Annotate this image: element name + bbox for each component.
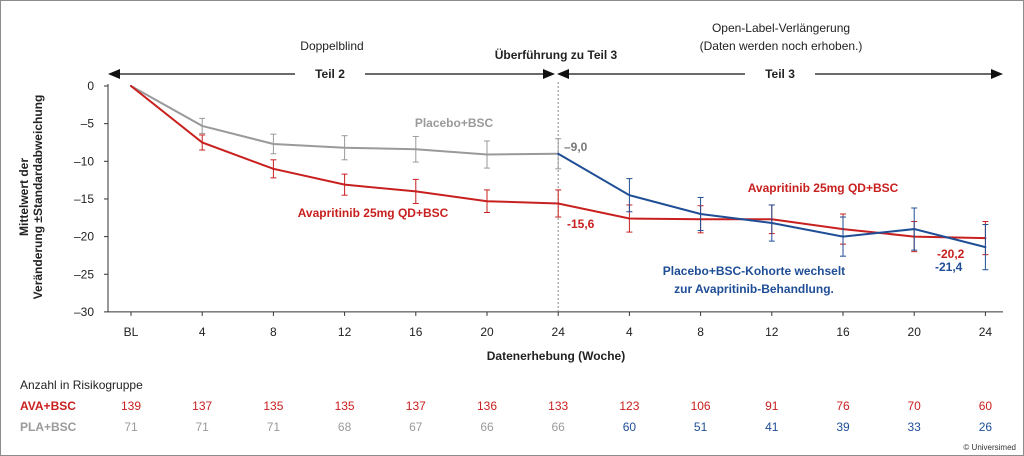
x-tick-label: 8: [697, 325, 704, 339]
risk-cell: 133: [548, 399, 569, 413]
part3-arrowhead-right: [991, 69, 1003, 79]
risk-cell: 137: [192, 399, 213, 413]
data-point: [770, 222, 773, 225]
x-tick-label: 16: [836, 325, 850, 339]
data-point: [628, 217, 631, 220]
data-point: [842, 235, 844, 238]
x-tick-label: 20: [480, 325, 494, 339]
data-point: [414, 148, 417, 151]
x-tick-label: 4: [199, 325, 206, 339]
y-tick-label: 0: [87, 79, 94, 93]
label-placebo-cohort-line2: zur Avapritinib-Behandlung.: [674, 282, 834, 296]
part3-label: Teil 3: [765, 67, 795, 81]
data-point: [343, 183, 346, 186]
risk-cell: 71: [195, 420, 209, 434]
risk-cell: 70: [907, 399, 921, 413]
risk-row-label: PLA+BSC: [20, 420, 77, 434]
risk-cell: 136: [476, 399, 498, 413]
label-avapritinib-right: Avapritinib 25mg QD+BSC: [748, 181, 899, 195]
data-point: [699, 213, 702, 216]
risk-cell: 60: [978, 399, 993, 413]
y-tick-label: –15: [74, 192, 94, 206]
risk-cell: 33: [907, 420, 921, 434]
part3-arrowhead-left: [557, 69, 569, 79]
data-point: [984, 246, 987, 249]
risk-cell: 71: [124, 420, 138, 434]
y-axis-title-line2: Veränderung ±Standardabweichung: [31, 95, 45, 300]
data-point: [557, 202, 560, 205]
risk-row-label: AVA+BSC: [20, 399, 76, 413]
data-point: [414, 190, 417, 193]
y-tick-label: –20: [74, 230, 94, 244]
x-tick-label: BL: [124, 325, 139, 339]
x-tick-label: 4: [626, 325, 633, 339]
label-placebo-cohort-line1: Placebo+BSC-Kohorte wechselt: [663, 264, 845, 278]
data-point: [486, 153, 488, 156]
data-point: [272, 142, 275, 145]
part2-label: Teil 2: [315, 67, 345, 81]
x-tick-label: 24: [979, 325, 993, 339]
risk-cell: 135: [263, 399, 284, 413]
y-axis-title-line1: Mittelwert der: [17, 158, 31, 236]
copyright: © Universimed: [963, 443, 1016, 452]
y-tick-label: –5: [81, 117, 95, 131]
risk-cell: 60: [622, 420, 637, 434]
risk-cell: 137: [405, 399, 426, 413]
header-open-label-1: Open-Label-Verlängerung: [712, 21, 850, 35]
risk-cell: 66: [480, 420, 494, 434]
value-avapritinib-end: -20,2: [937, 247, 965, 261]
value-placebo-24: –9,0: [564, 140, 588, 154]
risk-cell: 71: [266, 420, 281, 434]
data-point: [272, 167, 275, 170]
label-avapritinib-left: Avapritinib 25mg QD+BSC: [298, 206, 449, 220]
risk-table-title: Anzahl in Risikogruppe: [20, 378, 143, 392]
risk-cell: 51: [693, 420, 708, 434]
x-tick-label: 24: [552, 325, 566, 339]
data-point: [628, 194, 631, 197]
x-tick-label: 16: [409, 325, 423, 339]
x-tick-label: 20: [908, 325, 922, 339]
y-tick-label: –10: [74, 154, 94, 168]
risk-cell: 76: [836, 399, 850, 413]
data-point: [913, 228, 916, 231]
risk-cell: 39: [836, 420, 850, 434]
label-placebo: Placebo+BSC: [415, 116, 494, 130]
y-tick-label: –30: [74, 305, 94, 319]
value-avapritinib-24: -15,6: [567, 217, 595, 231]
data-point: [343, 146, 346, 149]
part2-arrowhead-left: [108, 69, 120, 79]
x-axis-title: Datenerhebung (Woche): [487, 349, 625, 363]
risk-cell: 135: [334, 399, 355, 413]
data-point: [486, 200, 488, 203]
x-tick-label: 8: [270, 325, 277, 339]
risk-cell: 41: [765, 420, 779, 434]
header-transition: Überführung zu Teil 3: [495, 47, 618, 62]
risk-cell: 106: [690, 399, 711, 413]
x-tick-label: 12: [765, 325, 779, 339]
data-point: [130, 85, 132, 87]
risk-cell: 139: [120, 399, 142, 413]
risk-cell: 68: [337, 420, 352, 434]
header-doppelblind: Doppelblind: [300, 39, 363, 53]
risk-cell: 123: [619, 399, 640, 413]
risk-cell: 91: [765, 399, 779, 413]
x-tick-label: 12: [338, 325, 352, 339]
data-point: [201, 124, 204, 127]
header-open-label-2: (Daten werden noch erhoben.): [700, 39, 863, 53]
data-point: [201, 141, 204, 144]
data-point: [557, 152, 560, 155]
y-tick-label: –25: [74, 267, 94, 281]
risk-cell: 67: [409, 420, 423, 434]
value-placebo-cohort-end: -21,4: [935, 260, 963, 274]
risk-cell: 66: [551, 420, 565, 434]
risk-cell: 26: [978, 420, 993, 434]
part2-arrowhead-right: [543, 69, 555, 79]
